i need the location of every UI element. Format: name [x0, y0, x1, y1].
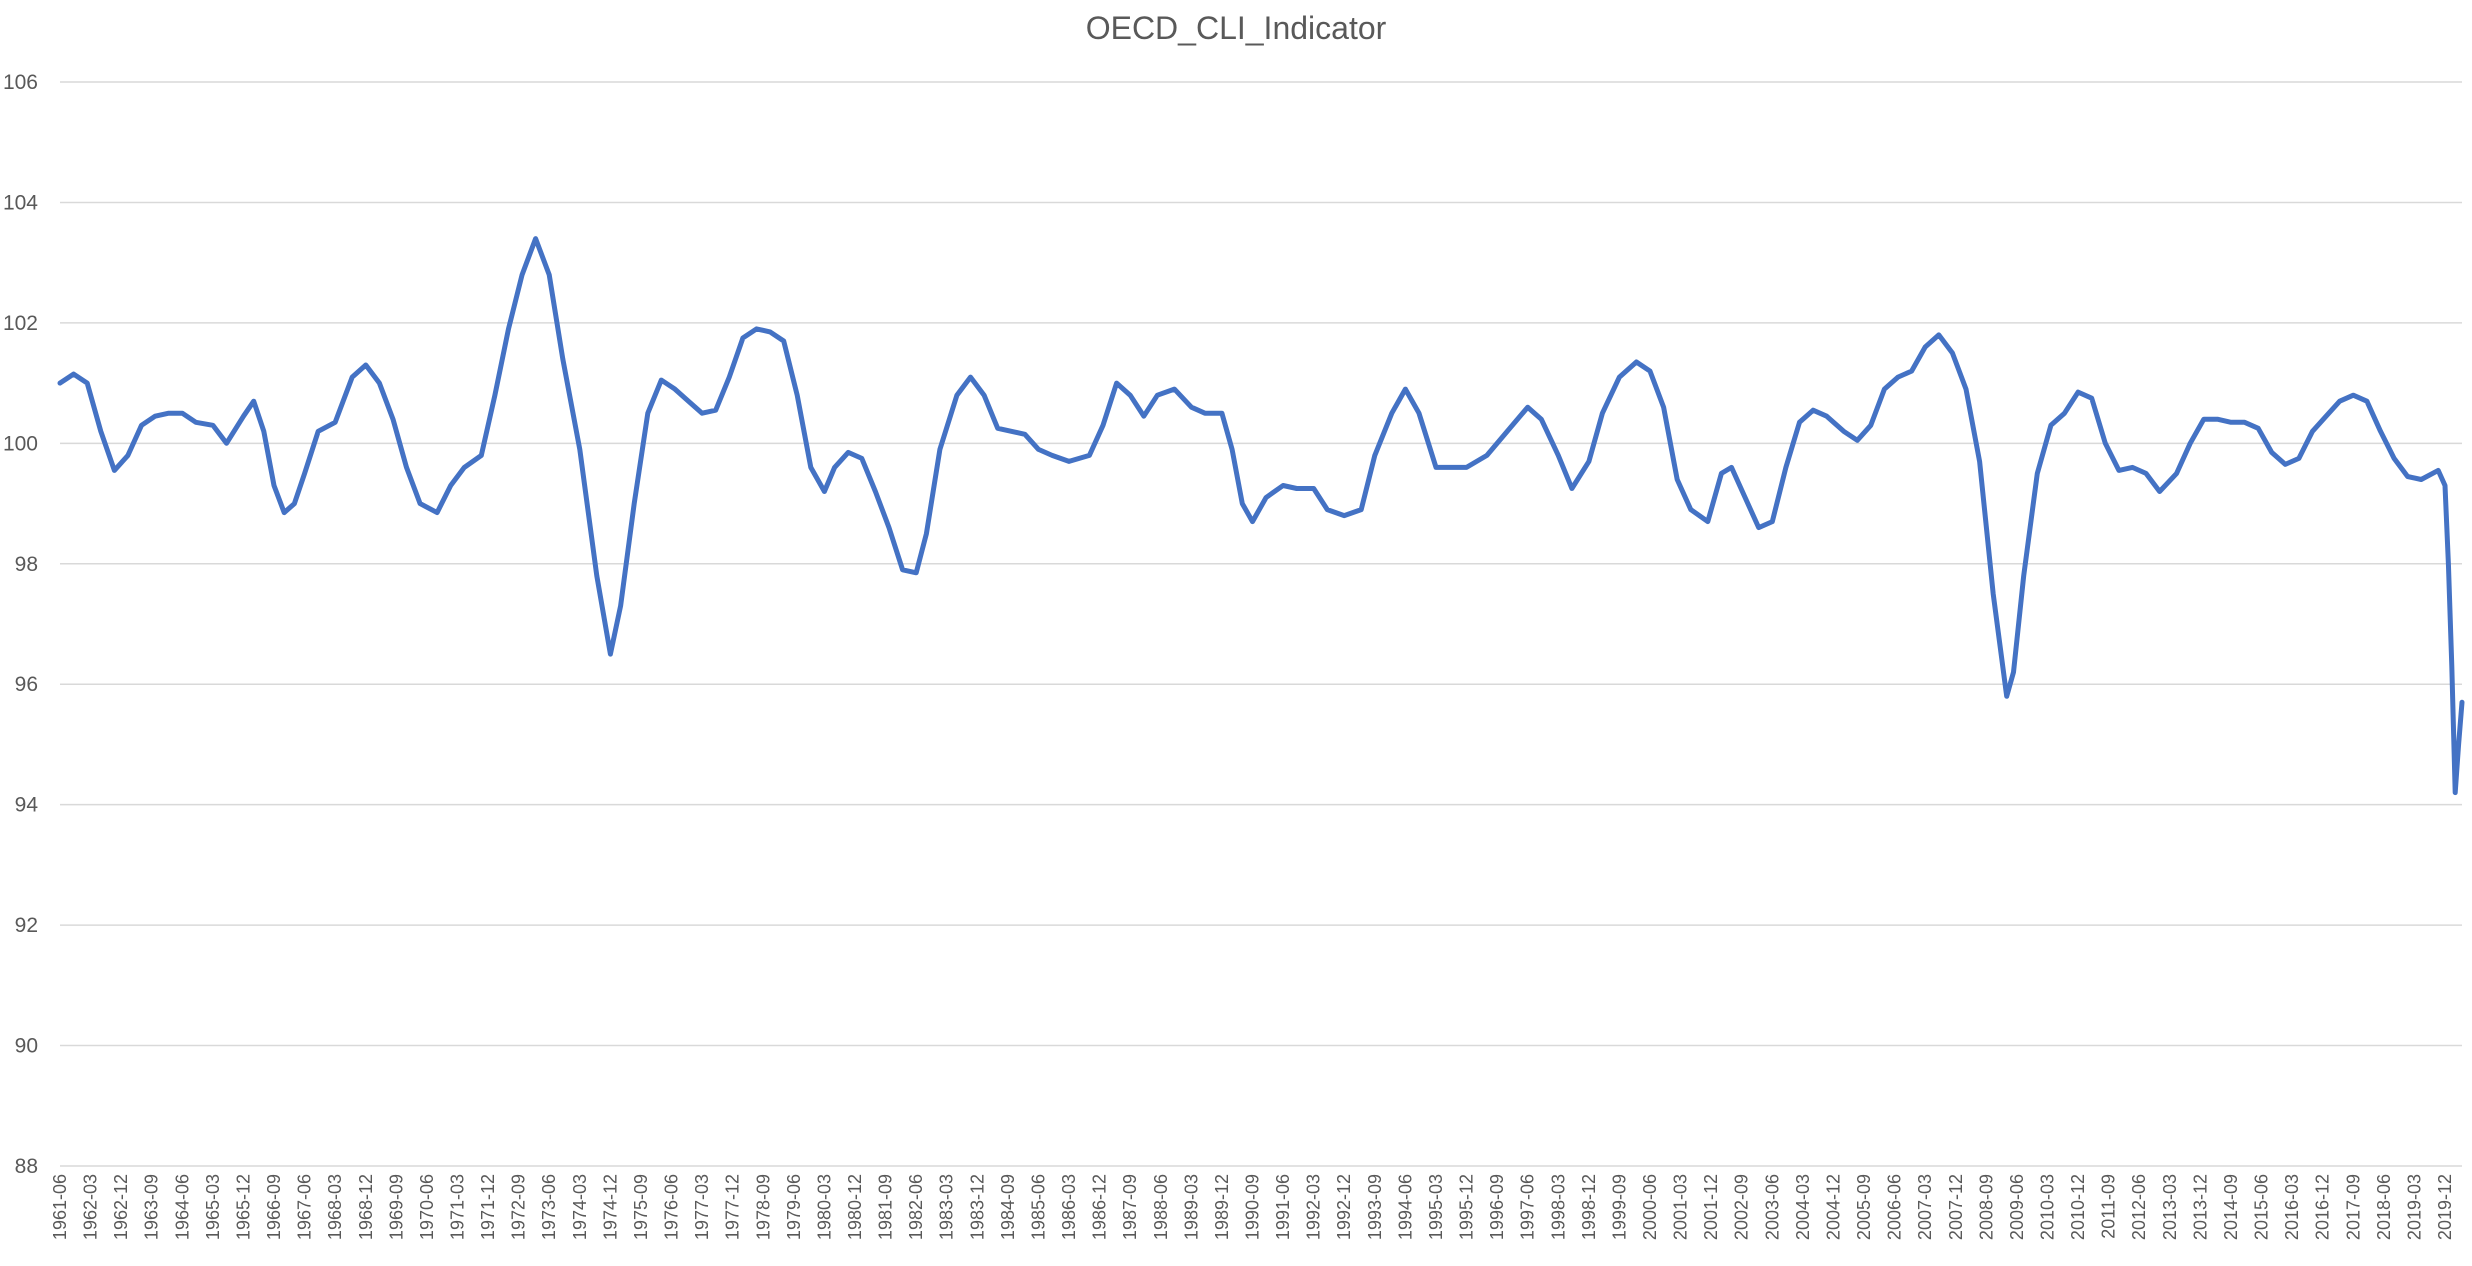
x-tick-label: 1998-12 — [1579, 1174, 1599, 1240]
x-tick-label: 1971-12 — [478, 1174, 498, 1240]
x-tick-label: 1997-06 — [1518, 1174, 1538, 1240]
x-tick-label: 2016-12 — [2313, 1174, 2333, 1240]
x-tick-label: 2007-03 — [1915, 1174, 1935, 1240]
x-tick-label: 1993-09 — [1365, 1174, 1385, 1240]
x-tick-label: 1992-03 — [1304, 1174, 1324, 1240]
chart-title: OECD_CLI_Indicator — [1085, 10, 1387, 46]
x-tick-label: 2010-12 — [2068, 1174, 2088, 1240]
x-tick-label: 1967-06 — [295, 1174, 315, 1240]
x-tick-label: 2000-06 — [1640, 1174, 1660, 1240]
series-layer — [57, 236, 2465, 796]
x-tick-label: 2010-03 — [2038, 1174, 2058, 1240]
x-tick-label: 2008-09 — [1976, 1174, 1996, 1240]
x-tick-label: 2013-03 — [2160, 1174, 2180, 1240]
x-tick-label: 2012-06 — [2129, 1174, 2149, 1240]
x-tick-label: 2009-06 — [2007, 1174, 2027, 1240]
y-tick-label: 104 — [3, 191, 38, 214]
x-axis-ticks: 1961-06 1962-03 1962-12 1963-09 1964-06 1965-… — [50, 1174, 2455, 1240]
x-tick-label: 1964-06 — [172, 1174, 192, 1240]
x-tick-label: 2001-03 — [1671, 1174, 1691, 1240]
x-tick-label: 1991-06 — [1273, 1174, 1293, 1240]
x-tick-label: 1975-09 — [631, 1174, 651, 1240]
y-axis-ticks: 88 90 92 94 96 98 100 102 104 106 — [3, 71, 38, 1178]
x-tick-label: 1988-06 — [1151, 1174, 1171, 1240]
x-tick-label: 1976-06 — [662, 1174, 682, 1240]
x-tick-label: 1963-09 — [142, 1174, 162, 1240]
x-tick-label: 1983-12 — [967, 1174, 987, 1240]
x-tick-label: 1989-03 — [1181, 1174, 1201, 1240]
x-tick-label: 2004-12 — [1823, 1174, 1843, 1240]
x-tick-label: 1986-03 — [1059, 1174, 1079, 1240]
x-tick-label: 1978-09 — [753, 1174, 773, 1240]
x-tick-label: 1985-06 — [1028, 1174, 1048, 1240]
x-tick-label: 2004-03 — [1793, 1174, 1813, 1240]
x-tick-label: 1986-12 — [1090, 1174, 1110, 1240]
x-tick-label: 1981-09 — [876, 1174, 896, 1240]
x-tick-label: 1974-12 — [600, 1174, 620, 1240]
y-tick-label: 90 — [15, 1035, 38, 1058]
y-tick-label: 88 — [15, 1155, 38, 1178]
x-tick-label: 2016-03 — [2282, 1174, 2302, 1240]
x-tick-label: 1989-12 — [1212, 1174, 1232, 1240]
x-tick-label: 1973-06 — [539, 1174, 559, 1240]
x-tick-label: 1966-09 — [264, 1174, 284, 1240]
x-tick-label: 1974-03 — [570, 1174, 590, 1240]
x-tick-label: 1995-12 — [1457, 1174, 1477, 1240]
x-tick-label: 2019-12 — [2435, 1174, 2455, 1240]
x-tick-label: 1968-03 — [325, 1174, 345, 1240]
x-tick-label: 1977-03 — [692, 1174, 712, 1240]
x-tick-label: 2006-06 — [1885, 1174, 1905, 1240]
x-tick-label: 1987-09 — [1120, 1174, 1140, 1240]
y-tick-label: 100 — [3, 432, 38, 455]
x-tick-label: 1969-09 — [386, 1174, 406, 1240]
y-tick-label: 106 — [3, 71, 38, 94]
x-tick-label: 1998-03 — [1548, 1174, 1568, 1240]
x-tick-label: 2001-12 — [1701, 1174, 1721, 1240]
x-tick-label: 1965-03 — [203, 1174, 223, 1240]
x-tick-label: 1972-09 — [509, 1174, 529, 1240]
grid-lines — [60, 81, 2462, 1167]
x-tick-label: 1980-12 — [845, 1174, 865, 1240]
y-tick-label: 92 — [15, 914, 38, 937]
x-tick-label: 1992-12 — [1334, 1174, 1354, 1240]
x-tick-label: 1984-09 — [998, 1174, 1018, 1240]
x-tick-label: 1968-12 — [356, 1174, 376, 1240]
x-tick-label: 1962-03 — [81, 1174, 101, 1240]
x-tick-label: 2019-03 — [2404, 1174, 2424, 1240]
x-tick-label: 2005-09 — [1854, 1174, 1874, 1240]
y-tick-label: 94 — [15, 794, 39, 817]
x-tick-label: 1982-06 — [906, 1174, 926, 1240]
x-tick-label: 1994-06 — [1395, 1174, 1415, 1240]
x-tick-label: 1983-03 — [937, 1174, 957, 1240]
x-tick-label: 1970-06 — [417, 1174, 437, 1240]
x-tick-label: 2017-09 — [2343, 1174, 2363, 1240]
x-tick-label: 1980-03 — [814, 1174, 834, 1240]
x-tick-label: 1961-06 — [50, 1174, 70, 1240]
x-tick-label: 2007-12 — [1946, 1174, 1966, 1240]
x-tick-label: 2014-09 — [2221, 1174, 2241, 1240]
x-tick-label: 1990-09 — [1243, 1174, 1263, 1240]
x-tick-label: 1995-03 — [1426, 1174, 1446, 1240]
x-tick-label: 2015-06 — [2252, 1174, 2272, 1240]
y-tick-label: 98 — [15, 553, 38, 576]
x-tick-label: 1979-06 — [784, 1174, 804, 1240]
x-tick-label: 1965-12 — [233, 1174, 253, 1240]
x-tick-label: 2013-12 — [2190, 1174, 2210, 1240]
x-tick-label: 1971-03 — [448, 1174, 468, 1240]
x-tick-label: 1999-09 — [1609, 1174, 1629, 1240]
y-tick-label: 102 — [3, 312, 38, 335]
x-tick-label: 2011-09 — [2099, 1174, 2119, 1239]
x-tick-label: 1977-12 — [723, 1174, 743, 1240]
series-line — [57, 236, 2465, 796]
x-tick-label: 2002-09 — [1732, 1174, 1752, 1240]
y-tick-label: 96 — [15, 673, 38, 696]
x-tick-label: 1996-09 — [1487, 1174, 1507, 1240]
x-tick-label: 1962-12 — [111, 1174, 131, 1240]
x-tick-label: 2003-06 — [1762, 1174, 1782, 1240]
x-tick-label: 2018-06 — [2374, 1174, 2394, 1240]
